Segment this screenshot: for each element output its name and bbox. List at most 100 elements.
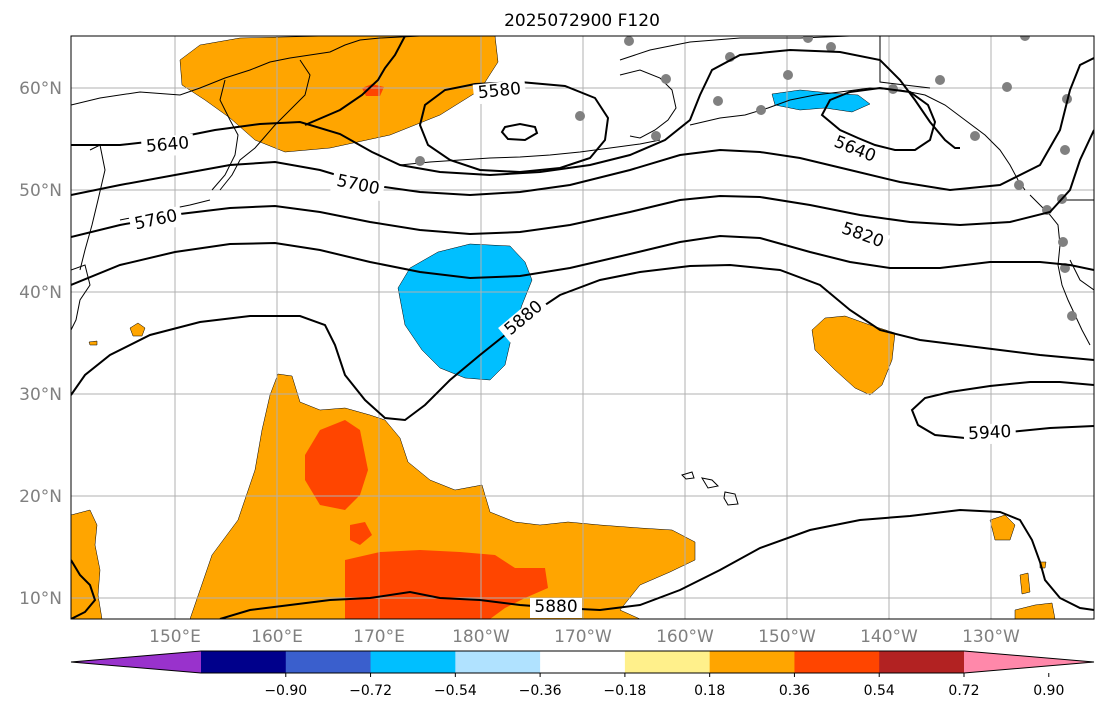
colorbar-tick-label: 0.90 [1033,683,1064,699]
contour-5700 [71,57,1094,197]
coast-okhotsk [211,79,239,191]
colorbar-segment [285,651,372,673]
station-marker [1058,237,1068,247]
lon-label: 150°E [149,627,201,647]
anomaly-region-northeast-pacific [811,315,896,396]
colorbar-segment [624,651,711,673]
coast-hawaii-a [681,471,695,480]
station-marker [826,42,836,52]
map-frame [70,35,1095,620]
contour-5640 [71,48,960,177]
contour-5580-low-center [418,80,610,174]
anomaly-small-b [88,340,98,346]
anomaly-small-c [1019,572,1031,595]
contour-labels: 5580 5640 5640 5700 5760 5820 5880 5880 … [128,79,1017,618]
colorbar-tick-label: 0.18 [694,683,725,699]
lon-axis-labels: 150°E 160°E 170°E 180°W 170°W 160°W 150°… [149,627,1020,647]
lon-label: 170°E [353,627,405,647]
border-alaska-canada [879,36,931,89]
contour-5880-west [71,559,97,619]
contour-5760 [71,129,1094,238]
colorbar-tick-label: −0.18 [603,683,646,699]
colorbar-segment [370,651,456,673]
colorbar-segment [879,651,965,673]
station-marker [1067,311,1077,321]
anomaly-region-far-west [71,509,103,619]
station-marker [1060,145,1070,155]
contour-label: 5880 [534,597,577,617]
station-marker [803,36,813,43]
station-marker [756,105,766,115]
colorbar-tick-label: −0.54 [434,683,477,699]
colorbar-segment [709,651,795,673]
lon-label: 160°E [251,627,303,647]
height-contours [71,36,1094,619]
lat-label: 40°N [19,283,62,303]
colorbar-tick-label: 0.54 [864,683,895,699]
colorbar-tick-label: −0.90 [264,683,307,699]
station-marker [415,156,425,166]
coast-hawaii-b [700,477,720,489]
station-marker [651,131,661,141]
lon-label: 180°W [452,627,510,647]
anomaly-small-a [129,322,146,337]
station-marker [1002,82,1012,92]
station-marker [783,70,793,80]
station-marker [575,111,585,121]
lon-label: 160°W [656,627,714,647]
contour-5820 [71,234,1094,286]
anomaly-region-southeast [1014,602,1056,619]
colorbar-segment [455,651,541,673]
contour-5880-south [219,508,1094,619]
lon-label: 150°W [758,627,816,647]
lat-label: 10°N [19,589,62,609]
coast-alaska-west [619,69,677,139]
lat-label: 50°N [19,181,62,201]
coast-japan [71,264,91,331]
station-marker [1020,36,1030,41]
station-marker [661,74,671,84]
colorbar: −0.90 −0.72 −0.54 −0.36 −0.18 0.18 0.36 0.54 0.7… [70,650,1095,699]
colorbar-segment [794,651,880,673]
contour-5640-east-low [820,86,937,151]
lat-axis-labels: 60°N 50°N 40°N 30°N 20°N 10°N [19,79,62,609]
anomaly-region-bering [179,36,499,153]
station-marker [713,96,723,106]
colorbar-extend-min [71,651,201,673]
lon-label: 130°W [962,627,1020,647]
station-marker [624,36,634,46]
colorbar-segment [540,651,626,673]
colorbar-extend-max [964,651,1094,673]
contour-label: 5640 [145,133,190,157]
colorbar-tick-label: −0.72 [349,683,392,699]
figure-title: 2025072900 F120 [504,11,660,31]
anomaly-region-east-coast [989,514,1016,541]
coast-hawaii-c [723,491,739,506]
station-marker [935,75,945,85]
anomaly-core-west [350,522,372,545]
colorbar-tick-label: 0.36 [779,683,810,699]
contour-label: 5940 [968,422,1012,444]
map-area: 5580 5640 5640 5700 5760 5820 5880 5880 … [71,36,1094,619]
anomaly-shading-blue [397,89,871,381]
station-marker [1014,180,1024,190]
contour-label: 5580 [477,79,522,103]
coast-kamchatka-siberia [71,36,421,106]
coast-aleutians [399,139,661,166]
lat-label: 60°N [19,79,62,99]
contour-5880 [71,263,1094,422]
lat-label: 30°N [19,385,62,405]
colorbar-segment [201,651,287,673]
lon-label: 170°W [554,627,612,647]
contour-5580-ring-west [304,36,406,126]
contour-5520-inner [500,122,539,142]
colorbar-tick-label: −0.36 [519,683,562,699]
anomaly-core-central [305,420,368,510]
colorbar-outline [70,650,1095,674]
station-marker [970,131,980,141]
coast-kamchatka [219,59,311,191]
lat-label: 20°N [19,487,62,507]
colorbar-tick-label: 0.72 [948,683,979,699]
